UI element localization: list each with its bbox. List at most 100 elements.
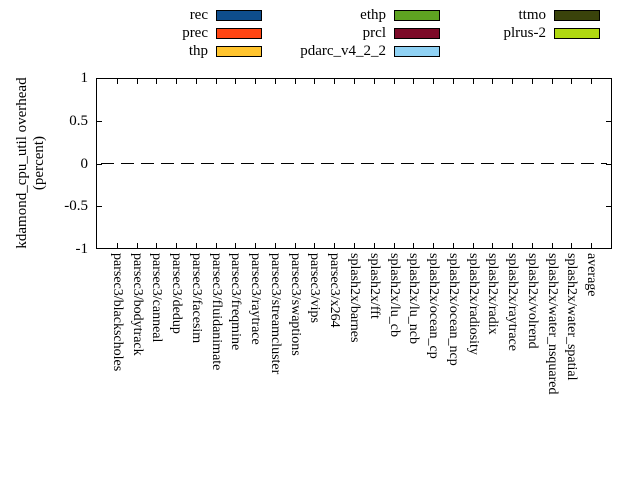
x-tick-mark: [473, 79, 474, 84]
legend-entry-label: rec: [189, 7, 208, 23]
x-tick-mark: [117, 79, 118, 84]
x-tick-mark: [492, 79, 493, 84]
x-tick-mark: [492, 243, 493, 248]
legend-entry-label: ethp: [360, 7, 386, 23]
x-tick-mark: [176, 79, 177, 84]
legend-swatch: [554, 9, 600, 21]
x-tick-mark: [571, 243, 572, 248]
y-tick-label: 1: [80, 70, 89, 86]
x-category-label: parsec3/streamcluster: [267, 253, 283, 375]
x-category-label: splash2x/volrend: [524, 253, 540, 349]
x-category-label: parsec3/facesim: [188, 253, 204, 344]
legend-swatch: [394, 9, 440, 21]
x-category-label: parsec3/raytrace: [248, 253, 264, 345]
x-tick-mark: [394, 79, 395, 84]
legend-entry: rec: [78, 6, 262, 24]
x-tick-mark: [473, 243, 474, 248]
x-tick-mark: [552, 79, 553, 84]
x-category-label: parsec3/swaptions: [287, 253, 303, 356]
x-tick-mark: [295, 79, 296, 84]
legend-entry-label: thp: [188, 43, 208, 59]
legend-swatch: [216, 27, 262, 39]
x-category-label: parsec3/dedup: [169, 253, 185, 334]
x-tick-mark: [196, 243, 197, 248]
plot-area: [96, 78, 612, 249]
zero-line: [101, 163, 607, 164]
x-tick-mark: [156, 79, 157, 84]
x-category-label: splash2x/raytrace: [505, 253, 521, 351]
legend-entry: plrus-2: [418, 24, 600, 42]
x-category-label: parsec3/canneal: [149, 253, 165, 343]
x-tick-mark: [374, 79, 375, 84]
x-tick-mark: [334, 79, 335, 84]
x-tick-mark: [216, 243, 217, 248]
x-tick-mark: [413, 243, 414, 248]
x-tick-mark: [117, 243, 118, 248]
x-tick-mark: [196, 79, 197, 84]
x-category-label: splash2x/water_spatial: [564, 253, 580, 381]
x-tick-mark: [433, 243, 434, 248]
y-tick-mark: [606, 121, 611, 123]
x-tick-mark: [216, 79, 217, 84]
x-category-label: parsec3/fluidanimate: [208, 253, 224, 371]
x-tick-mark: [433, 79, 434, 84]
legend-column: rec prec thp: [78, 6, 262, 60]
x-tick-mark: [275, 243, 276, 248]
legend-entry: thp: [78, 42, 262, 60]
x-category-label: parsec3/x264: [327, 253, 343, 328]
legend-column: ttmo plrus-2: [418, 6, 600, 42]
legend-swatch: [394, 27, 440, 39]
legend-entry-label: prec: [182, 25, 208, 41]
y-tick-mark: [97, 205, 102, 207]
x-category-label: parsec3/bodytrack: [129, 253, 145, 356]
x-category-label: splash2x/radiosity: [465, 253, 481, 355]
legend-column: ethp prcl pdarc_v4_2_2: [248, 6, 440, 60]
y-tick-label: 0.5: [69, 112, 88, 129]
legend-entry-label: pdarc_v4_2_2: [300, 43, 386, 59]
x-tick-mark: [314, 79, 315, 84]
y-tick-mark: [97, 163, 102, 165]
x-category-label: splash2x/fft: [366, 253, 382, 319]
x-tick-mark: [571, 79, 572, 84]
x-tick-mark: [453, 79, 454, 84]
x-category-label: splash2x/radix: [485, 253, 501, 335]
x-category-label: parsec3/blackscholes: [109, 253, 125, 372]
legend-entry-label: plrus-2: [503, 25, 547, 41]
x-tick-mark: [255, 243, 256, 248]
legend-swatch: [216, 45, 262, 57]
x-tick-mark: [137, 243, 138, 248]
x-tick-mark: [413, 79, 414, 84]
legend-entry-label: ttmo: [518, 7, 546, 23]
x-category-label: splash2x/ocean_ncp: [445, 253, 461, 366]
x-tick-mark: [374, 243, 375, 248]
x-tick-mark: [591, 243, 592, 248]
legend-entry: prec: [78, 24, 262, 42]
x-tick-mark: [235, 79, 236, 84]
x-category-label: average: [584, 253, 600, 297]
x-category-label: splash2x/lu_ncb: [406, 253, 422, 344]
y-tick-label: 0: [80, 155, 89, 172]
x-tick-mark: [394, 243, 395, 248]
y-tick-label: -1: [75, 241, 89, 257]
x-tick-mark: [137, 79, 138, 84]
y-tick-mark: [606, 205, 611, 207]
x-tick-mark: [156, 243, 157, 248]
x-tick-mark: [354, 79, 355, 84]
x-tick-mark: [235, 243, 236, 248]
x-tick-mark: [176, 243, 177, 248]
legend-entry: ttmo: [418, 6, 600, 24]
x-tick-mark: [453, 243, 454, 248]
x-category-label: splash2x/water_nsquared: [544, 253, 560, 395]
x-tick-mark: [552, 243, 553, 248]
y-tick-mark: [97, 121, 102, 123]
x-tick-mark: [255, 79, 256, 84]
x-tick-mark: [295, 243, 296, 248]
legend-entry: pdarc_v4_2_2: [248, 42, 440, 60]
x-category-label: parsec3/vips: [307, 253, 323, 323]
legend-swatch: [216, 9, 262, 21]
x-tick-mark: [334, 243, 335, 248]
x-tick-mark: [532, 243, 533, 248]
x-tick-mark: [512, 79, 513, 84]
x-tick-mark: [354, 243, 355, 248]
